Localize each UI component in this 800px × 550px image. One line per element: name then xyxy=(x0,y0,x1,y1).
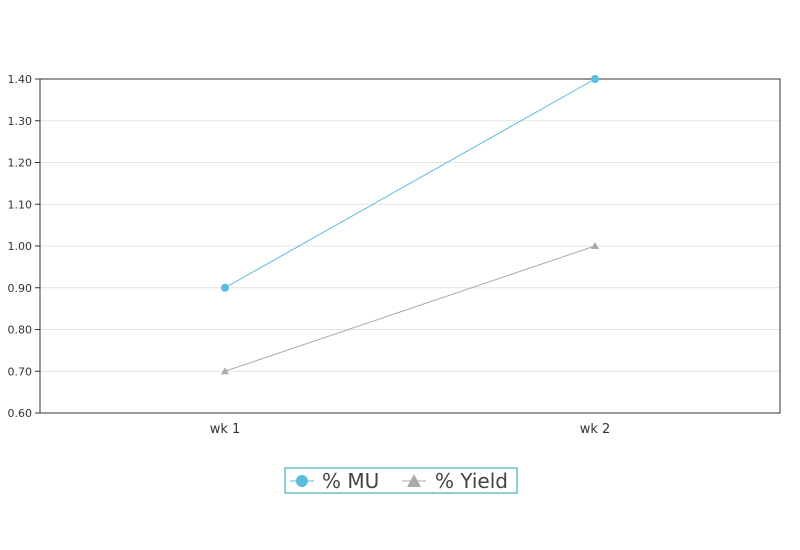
y-tick-label: 0.70 xyxy=(8,365,33,378)
legend-mu-marker-icon xyxy=(296,475,308,487)
x-axis-ticks: wk 1 wk 2 xyxy=(210,422,611,437)
legend-box xyxy=(284,467,518,494)
series-line xyxy=(224,245,596,372)
legend-yield-label: % Yield xyxy=(435,469,508,493)
x-tick-label: wk 1 xyxy=(210,422,241,437)
legend: % MU % Yield xyxy=(284,467,518,494)
data-point-marker xyxy=(221,283,229,292)
y-tick-label: 1.00 xyxy=(8,240,33,253)
series-mu xyxy=(221,75,599,292)
series-group xyxy=(221,75,599,375)
y-axis-ticks: 0.60 0.70 0.80 0.90 1.00 1.10 1.20 1.30 1.40 xyxy=(8,73,40,420)
series-line xyxy=(224,78,596,289)
legend-mu-label: % MU xyxy=(322,469,379,493)
legend-yield-marker-icon xyxy=(407,474,421,487)
y-tick-label: 0.60 xyxy=(8,407,33,420)
grid-lines xyxy=(40,120,780,372)
y-tick-label: 1.40 xyxy=(8,73,33,86)
y-tick-label: 1.30 xyxy=(8,115,33,128)
y-tick-label: 1.20 xyxy=(8,157,33,170)
series-yield xyxy=(221,242,599,375)
data-point-marker xyxy=(591,75,599,83)
data-point-marker xyxy=(591,242,599,249)
y-tick-label: 0.90 xyxy=(8,282,33,295)
x-tick-label: wk 2 xyxy=(580,422,611,437)
data-point-marker xyxy=(221,367,229,375)
y-tick-label: 0.80 xyxy=(8,324,33,337)
y-tick-label: 1.10 xyxy=(8,198,33,211)
